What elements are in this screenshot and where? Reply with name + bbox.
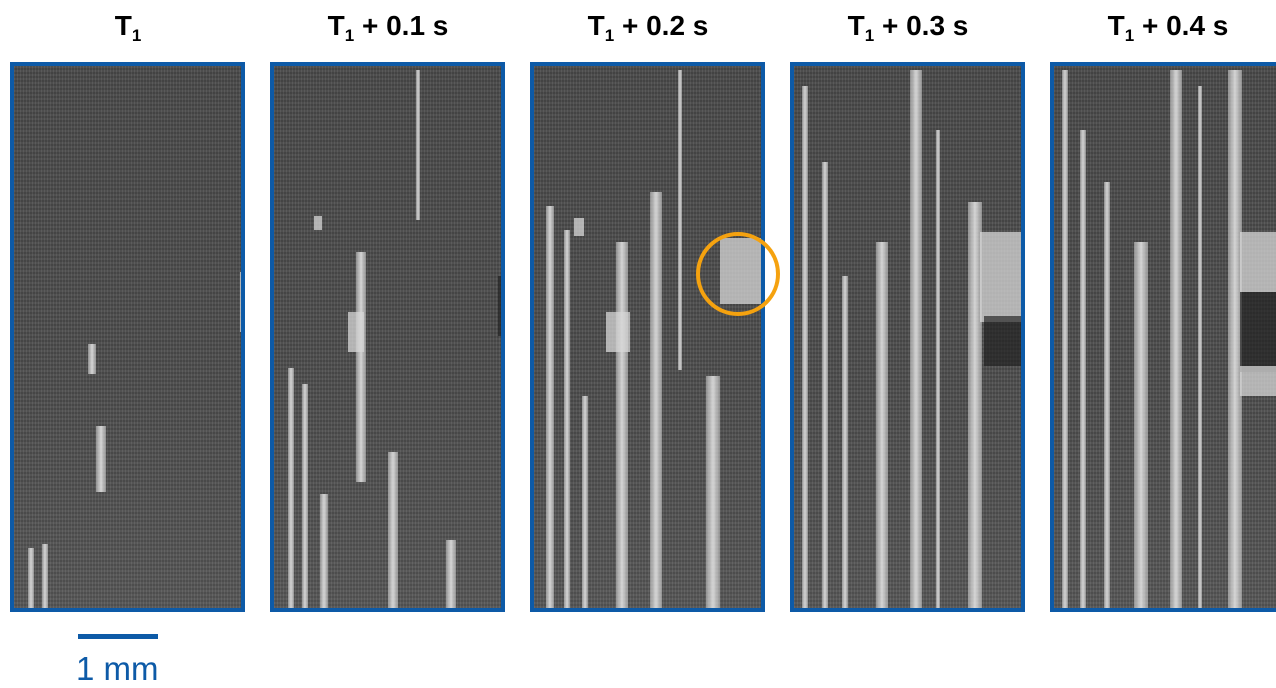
streak [876,242,888,608]
streak [1080,130,1086,608]
title-sub: 1 [344,26,355,45]
streak [564,230,570,608]
dark-region [1240,292,1276,372]
panel-title-5: T1 + 0.4 s [1048,10,1276,46]
bright-spot [606,312,630,352]
streak [822,162,828,608]
image-panel-4 [790,62,1025,612]
title-sub: 1 [604,26,615,45]
title-suffix: + 0.3 s [874,10,969,41]
bright-spot [348,312,364,352]
title-sub: 1 [1124,26,1135,45]
panel-title-2: T1 + 0.1 s [268,10,508,46]
highlight-circle [696,232,780,316]
image-panel-5 [1050,62,1276,612]
crystal-cluster [980,232,1021,322]
streak [1134,242,1148,608]
panel-title-3: T1 + 0.2 s [528,10,768,46]
streak [28,548,34,608]
streak [546,206,554,608]
streak [1228,70,1242,608]
title-suffix: + 0.4 s [1134,10,1229,41]
streak [416,70,420,220]
streak [678,70,682,370]
title-sub: 1 [131,26,142,45]
image-panel-3 [530,62,765,612]
streak [96,426,106,492]
streak [616,242,628,608]
crystal-cluster [1240,232,1276,292]
image-panel-1 [10,62,245,612]
scale-bar-label: 1 mm [76,650,159,687]
streak [42,544,48,608]
streak [968,202,982,608]
streak [1198,86,1202,608]
crystal-cluster [1240,366,1276,396]
streak [802,86,808,608]
title-sub: 1 [864,26,875,45]
streak [842,276,848,608]
bright-spot [240,272,241,332]
streak [1062,70,1068,608]
streak [936,130,940,608]
panel-title-1: T1 [8,10,248,46]
streak [706,376,720,608]
title-main: T [587,10,605,41]
streak [302,384,308,608]
title-main: T [114,10,132,41]
dark-edge [498,276,501,336]
streak [320,494,328,608]
title-main: T [1107,10,1125,41]
scale-bar [78,634,158,639]
streak [288,368,294,608]
dark-region [984,316,1021,366]
streak [650,192,662,608]
streak [582,396,588,608]
streak [88,344,96,374]
streak [356,252,366,482]
title-suffix: + 0.2 s [614,10,709,41]
bright-spot [574,218,584,236]
title-suffix: + 0.1 s [354,10,449,41]
bright-spot [314,216,322,230]
streak [446,540,456,608]
streak [388,452,398,608]
streak [1104,182,1110,608]
title-main: T [327,10,345,41]
streak [1170,70,1182,608]
image-panel-2 [270,62,505,612]
streak [910,70,922,608]
title-main: T [847,10,865,41]
panel-title-4: T1 + 0.3 s [788,10,1028,46]
